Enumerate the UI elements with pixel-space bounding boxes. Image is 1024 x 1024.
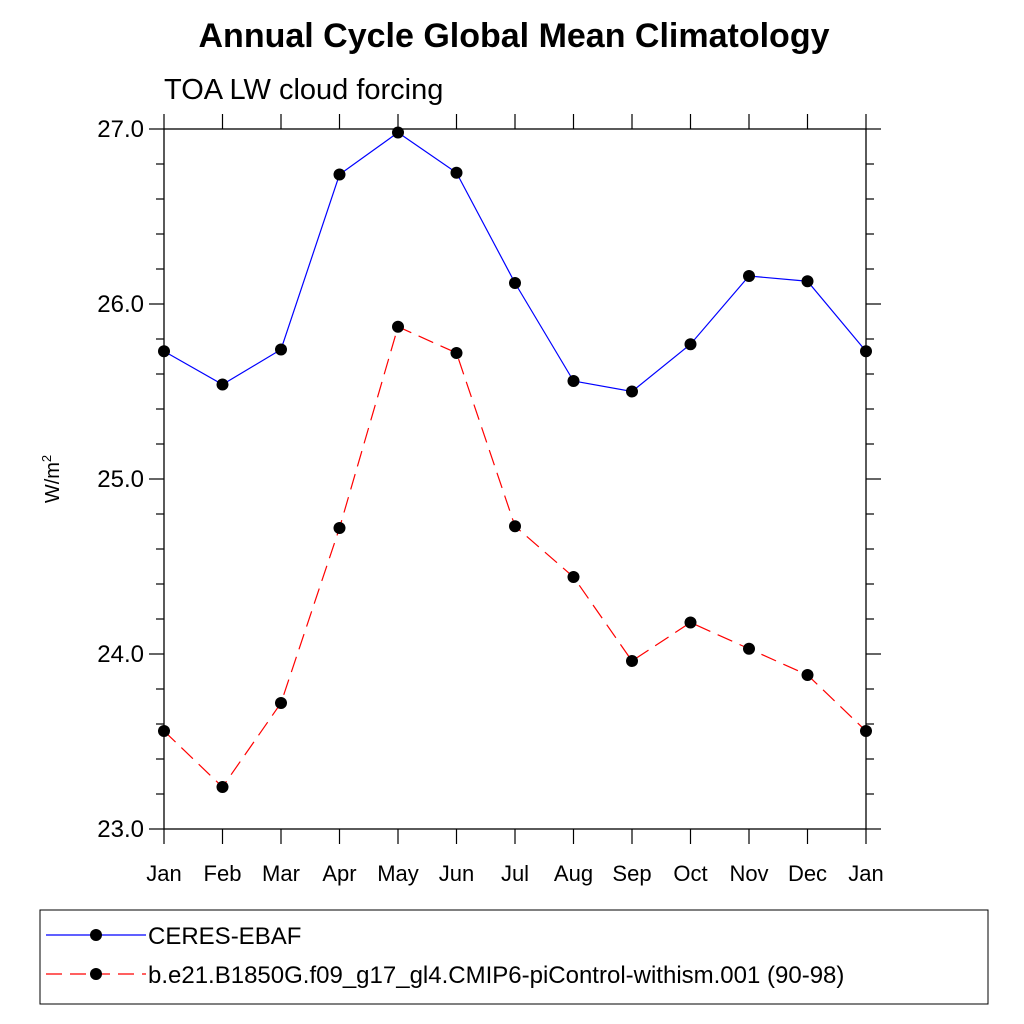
y-tick-label: 27.0 bbox=[97, 116, 144, 143]
series-0-point bbox=[275, 343, 287, 356]
series-0-point bbox=[860, 345, 872, 358]
series-1-point bbox=[860, 725, 872, 737]
y-tick-label: 23.0 bbox=[97, 816, 144, 843]
plot-frame bbox=[163, 128, 867, 830]
x-tick-label: May bbox=[377, 861, 419, 886]
legend-marker-model bbox=[90, 968, 102, 980]
series-0-point bbox=[801, 275, 814, 288]
y-axis-label-superscript: 2 bbox=[39, 455, 54, 462]
x-tick-label: Oct bbox=[673, 861, 707, 886]
series-layer bbox=[158, 126, 872, 793]
series-1-point bbox=[158, 725, 170, 737]
series-0-point bbox=[626, 385, 638, 398]
x-tick-label: Nov bbox=[729, 861, 768, 886]
x-tick-label: Apr bbox=[322, 861, 356, 886]
series-0-point bbox=[216, 378, 229, 391]
y-axis-label-text: W/m bbox=[42, 462, 64, 503]
series-line-1 bbox=[163, 325, 867, 788]
chart-title: Annual Cycle Global Mean Climatology bbox=[199, 17, 830, 55]
series-1-point bbox=[509, 520, 521, 533]
series-1-point bbox=[333, 522, 346, 534]
legend: CERES-EBAF b.e21.B1850G.f09_g17_gl4.CMIP… bbox=[39, 909, 989, 1005]
series-1-point bbox=[684, 616, 697, 629]
legend-box bbox=[39, 909, 989, 1005]
x-tick-label: Jan bbox=[146, 861, 181, 886]
x-tick-label: Jul bbox=[501, 861, 529, 886]
series-line-0 bbox=[163, 131, 867, 393]
x-tick-label: Jun bbox=[439, 861, 474, 886]
series-0-point bbox=[158, 345, 170, 358]
series-1-point bbox=[392, 320, 404, 333]
y-axis-label: W/m2 bbox=[39, 455, 64, 503]
x-tick-label: Sep bbox=[612, 861, 651, 886]
series-0-point bbox=[333, 168, 346, 181]
series-0-point bbox=[743, 270, 755, 282]
x-tick-label: Aug bbox=[554, 861, 593, 886]
series-0-point bbox=[509, 277, 521, 289]
chart-subtitle: TOA LW cloud forcing bbox=[164, 74, 443, 106]
series-1-point bbox=[743, 642, 755, 655]
y-tick-label: 25.0 bbox=[97, 466, 144, 493]
series-0-point bbox=[684, 338, 697, 351]
series-0-point bbox=[450, 166, 463, 179]
series-1-point bbox=[216, 781, 229, 793]
series-1-point bbox=[275, 697, 287, 709]
series-1-point bbox=[567, 571, 580, 583]
legend-marker-ceres-ebaf bbox=[90, 929, 102, 941]
legend-label-model: b.e21.B1850G.f09_g17_gl4.CMIP6-piControl… bbox=[148, 962, 844, 989]
y-axis: 23.0 24.0 25.0 26.0 27.0 bbox=[97, 116, 881, 843]
y-tick-label: 26.0 bbox=[97, 291, 144, 318]
x-tick-label: Dec bbox=[788, 861, 827, 886]
series-0-point bbox=[392, 126, 404, 139]
series-1-point bbox=[450, 347, 463, 359]
x-axis: Jan Feb Mar Apr May Jun Jul Aug Sep Oct Nov Dec Jan bbox=[146, 114, 884, 886]
series-1-point bbox=[801, 669, 814, 681]
x-tick-label: Jan bbox=[848, 861, 883, 886]
series-0-point bbox=[567, 375, 580, 387]
x-tick-label: Feb bbox=[204, 861, 242, 886]
y-tick-label: 24.0 bbox=[97, 641, 144, 668]
series-1-point bbox=[626, 655, 638, 667]
legend-label-ceres-ebaf: CERES-EBAF bbox=[148, 923, 301, 950]
x-tick-label: Mar bbox=[262, 861, 300, 886]
